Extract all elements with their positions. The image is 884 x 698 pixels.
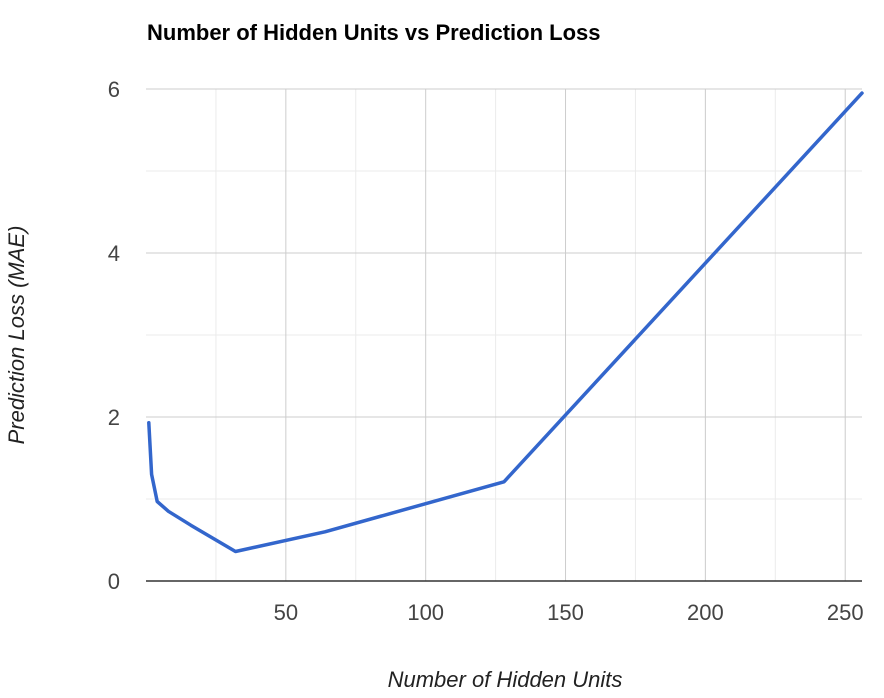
x-tick-label: 50 — [274, 600, 298, 625]
x-tick-label: 250 — [827, 600, 864, 625]
series-layer — [147, 91, 864, 554]
y-axis-label: Prediction Loss (MAE) — [4, 226, 29, 445]
y-tick-label: 4 — [108, 241, 120, 266]
y-tick-label: 2 — [108, 405, 120, 430]
series-line — [147, 91, 864, 554]
y-tick-label: 6 — [108, 77, 120, 102]
x-tick-label: 150 — [547, 600, 584, 625]
x-tick-label: 200 — [687, 600, 724, 625]
y-tick-label: 0 — [108, 569, 120, 594]
gridlines — [146, 88, 862, 582]
x-axis-label: Number of Hidden Units — [388, 667, 623, 692]
chart-title: Number of Hidden Units vs Prediction Los… — [147, 20, 601, 45]
x-tick-label: 100 — [407, 600, 444, 625]
tick-labels: 50 100 150 200 250 0 2 4 6 — [108, 77, 864, 625]
